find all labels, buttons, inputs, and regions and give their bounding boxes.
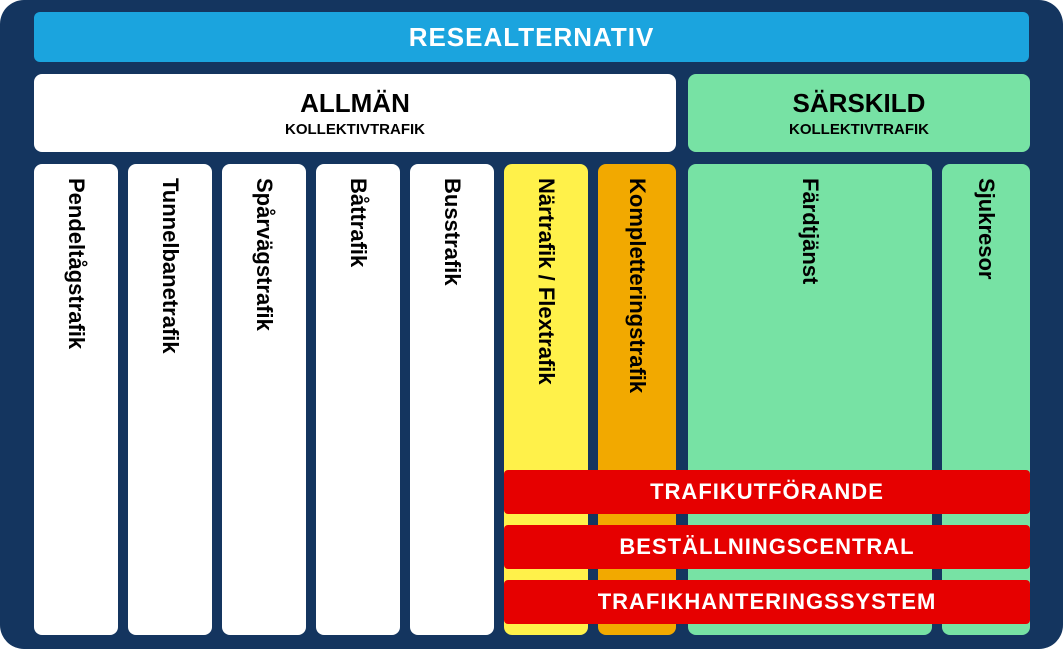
highlight-box — [508, 474, 598, 510]
bar-label: BESTÄLLNINGSCENTRAL — [619, 534, 914, 560]
col-label: Tunnelbanetrafik — [157, 178, 183, 354]
col-battrafik: Båttrafik — [316, 164, 400, 635]
col-label: Båttrafik — [345, 178, 371, 267]
col-busstrafik: Busstrafik — [410, 164, 494, 635]
section-sarskild-title: SÄRSKILD — [793, 88, 926, 119]
col-label: Spårvägstrafik — [251, 178, 277, 331]
title-bar: RESEALTERNATIV — [34, 12, 1029, 62]
col-sparvagstrafik: Spårvägstrafik — [222, 164, 306, 635]
section-allman-title: ALLMÄN — [300, 88, 410, 119]
col-tunnelbanetrafik: Tunnelbanetrafik — [128, 164, 212, 635]
section-allman-subtitle: KOLLEKTIVTRAFIK — [285, 121, 425, 138]
section-allman: ALLMÄN KOLLEKTIVTRAFIK — [34, 74, 676, 152]
title-text: RESEALTERNATIV — [409, 22, 655, 53]
section-sarskild: SÄRSKILD KOLLEKTIVTRAFIK — [688, 74, 1030, 152]
col-label: Sjukresor — [973, 178, 999, 280]
bar-trafikhanteringssystem: TRAFIKHANTERINGSSYSTEM — [504, 580, 1030, 624]
bar-bestallningscentral: BESTÄLLNINGSCENTRAL — [504, 525, 1030, 569]
col-label: Närtrafik / Flextrafik — [533, 178, 559, 385]
section-sarskild-subtitle: KOLLEKTIVTRAFIK — [789, 121, 929, 138]
col-label: Färdtjänst — [797, 178, 823, 284]
col-label: Pendeltågstrafik — [63, 178, 89, 349]
col-label: Busstrafik — [439, 178, 465, 286]
diagram-frame: RESEALTERNATIV ALLMÄN KOLLEKTIVTRAFIK SÄ… — [0, 0, 1063, 649]
bar-label: TRAFIKHANTERINGSSYSTEM — [598, 589, 937, 615]
bar-label: TRAFIKUTFÖRANDE — [650, 479, 884, 505]
col-pendeltagstrafik: Pendeltågstrafik — [34, 164, 118, 635]
col-label: Kompletteringstrafik — [624, 178, 650, 393]
